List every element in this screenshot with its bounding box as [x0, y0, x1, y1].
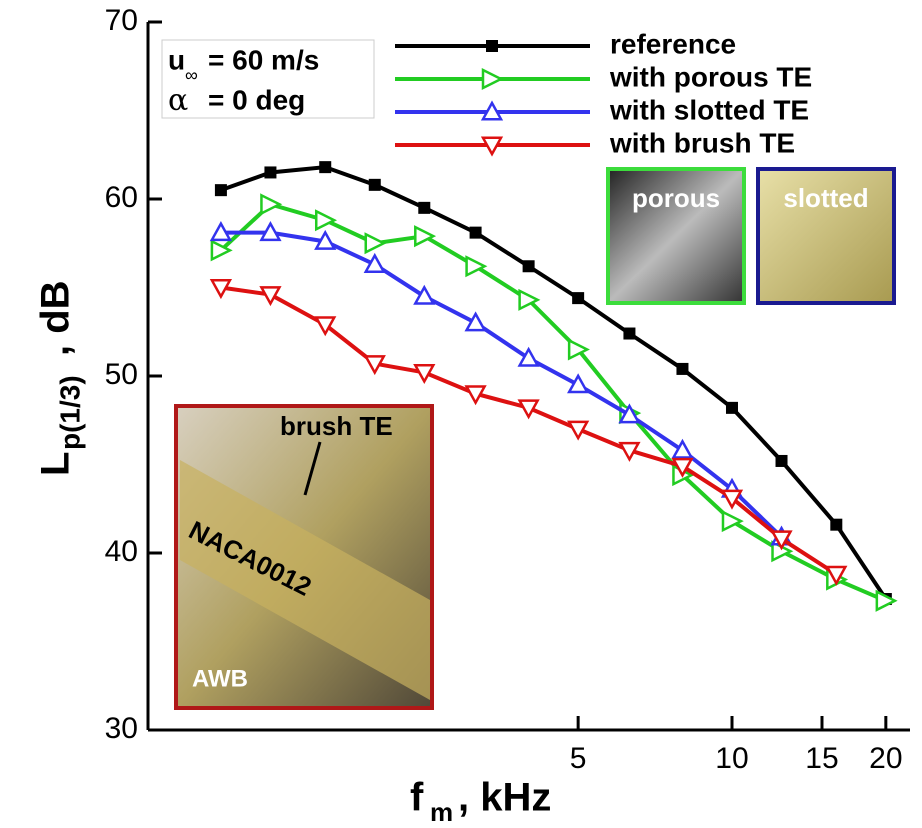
legend-label: with porous TE: [609, 61, 812, 92]
marker: [415, 227, 433, 245]
marker: [316, 211, 334, 229]
x-tick-label: 15: [805, 742, 838, 775]
legend-label: with slotted TE: [609, 94, 809, 125]
x-label-sub: m: [430, 797, 453, 827]
annotation: = 0 deg: [208, 84, 305, 115]
marker: [723, 512, 741, 530]
marker: [569, 376, 587, 392]
marker: [483, 70, 501, 88]
y-tick-label: 70: [105, 4, 138, 37]
chart: 30405060705101520 brush TE NACA0012 AWB …: [0, 0, 922, 828]
annotation: u: [168, 44, 185, 75]
flow-box: u ∞ = 60 m/s α = 0 deg: [162, 40, 374, 118]
y-tick-label: 30: [105, 712, 138, 745]
y-label: L p(1/3) , dB: [34, 280, 86, 476]
marker: [523, 260, 535, 272]
y-tick-label: 60: [105, 181, 138, 214]
brush-inset: brush TE NACA0012 AWB: [176, 406, 432, 708]
x-tick-label: 10: [715, 742, 748, 775]
annotation: α: [168, 83, 188, 118]
x-tick-label: 20: [869, 742, 902, 775]
legend-label: with brush TE: [609, 127, 795, 158]
y-label-main: L: [34, 452, 78, 476]
marker: [572, 292, 584, 304]
legend-label: reference: [610, 28, 736, 59]
inset-label: slotted: [783, 183, 868, 213]
y-tick-label: 40: [105, 535, 138, 568]
marker: [776, 455, 788, 467]
annotation: ∞: [185, 65, 198, 85]
x-label-rest: , kHz: [458, 776, 551, 820]
x-label-main: f: [410, 776, 424, 820]
marker: [366, 234, 384, 252]
annotation: = 60 m/s: [208, 44, 319, 75]
y-label-sub: p(1/3): [54, 375, 85, 450]
marker: [418, 202, 430, 214]
marker: [467, 314, 485, 330]
marker: [486, 40, 498, 52]
marker: [369, 179, 381, 191]
inset-label: AWB: [192, 665, 248, 692]
y-label-rest: , dB: [34, 280, 78, 356]
marker: [830, 519, 842, 531]
x-tick-label: 5: [570, 742, 587, 775]
inset-label: porous: [632, 183, 720, 213]
marker: [676, 363, 688, 375]
marker: [470, 227, 482, 239]
marker: [623, 328, 635, 340]
marker: [415, 287, 433, 303]
y-tick-label: 50: [105, 358, 138, 391]
marker: [726, 402, 738, 414]
marker: [261, 195, 279, 213]
marker: [264, 166, 276, 178]
marker: [215, 184, 227, 196]
te-insets: porous slotted: [608, 169, 894, 303]
marker: [319, 161, 331, 173]
inset-label: brush TE: [280, 411, 393, 441]
